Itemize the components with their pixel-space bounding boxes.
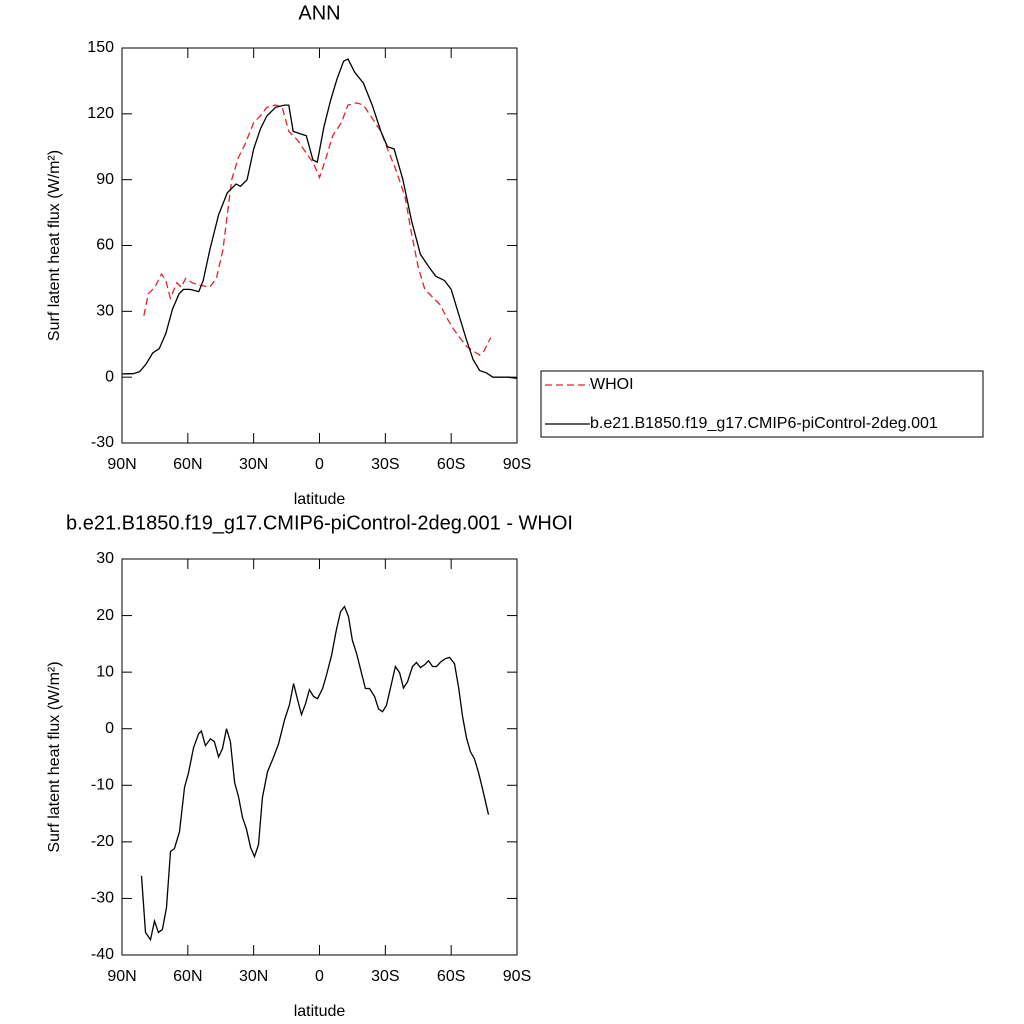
x-tick-label: 90S [503,456,531,473]
x-tick-label: 90N [107,456,136,473]
x-tick-label: 60S [437,968,465,985]
y-tick-label: 30 [96,303,114,320]
y-tick-label: -10 [91,777,114,794]
x-tick-label: 90S [503,968,531,985]
y-tick-label: -30 [91,434,114,451]
x-tick-label: 30S [371,456,399,473]
x-tick-label: 30N [239,456,268,473]
data-line [140,605,490,942]
x-axis-label: latitude [294,491,346,508]
y-axis-label: Surf latent heat flux (W/m²) [46,150,63,341]
legend-box [540,370,984,438]
x-tick-label: 30N [239,968,268,985]
data-line [121,58,518,379]
y-tick-label: 30 [96,550,114,567]
y-tick-label: 150 [87,39,114,56]
y-axis-label: Surf latent heat flux (W/m²) [46,661,63,852]
legend-label: WHOI [590,376,634,393]
x-tick-label: 30S [371,968,399,985]
y-tick-label: 90 [96,171,114,188]
y-tick-label: 10 [96,663,114,680]
y-tick-label: 20 [96,607,114,624]
x-tick-label: 60N [173,456,202,473]
x-axis-label: latitude [294,1003,346,1020]
y-tick-label: 0 [105,368,114,385]
y-tick-label: 0 [105,720,114,737]
legend-label: b.e21.B1850.f19_g17.CMIP6-piControl-2deg… [590,415,938,432]
y-tick-label: -20 [91,833,114,850]
plot-frame [121,558,518,956]
y-tick-label: -40 [91,946,114,963]
data-line [143,102,492,357]
legend: WHOI b.e21.B1850.f19_g17.CMIP6-piControl-… [540,370,984,438]
y-tick-label: 60 [96,237,114,254]
chart-title: ANN [298,2,340,24]
x-tick-label: 60N [173,968,202,985]
x-tick-label: 0 [315,456,324,473]
x-tick-label: 0 [315,968,324,985]
x-tick-label: 60S [437,456,465,473]
y-tick-label: -30 [91,890,114,907]
x-tick-label: 90N [107,968,136,985]
plot-frame [121,47,518,444]
chart-title: b.e21.B1850.f19_g17.CMIP6-piControl-2deg… [66,512,573,534]
y-tick-label: 120 [87,105,114,122]
